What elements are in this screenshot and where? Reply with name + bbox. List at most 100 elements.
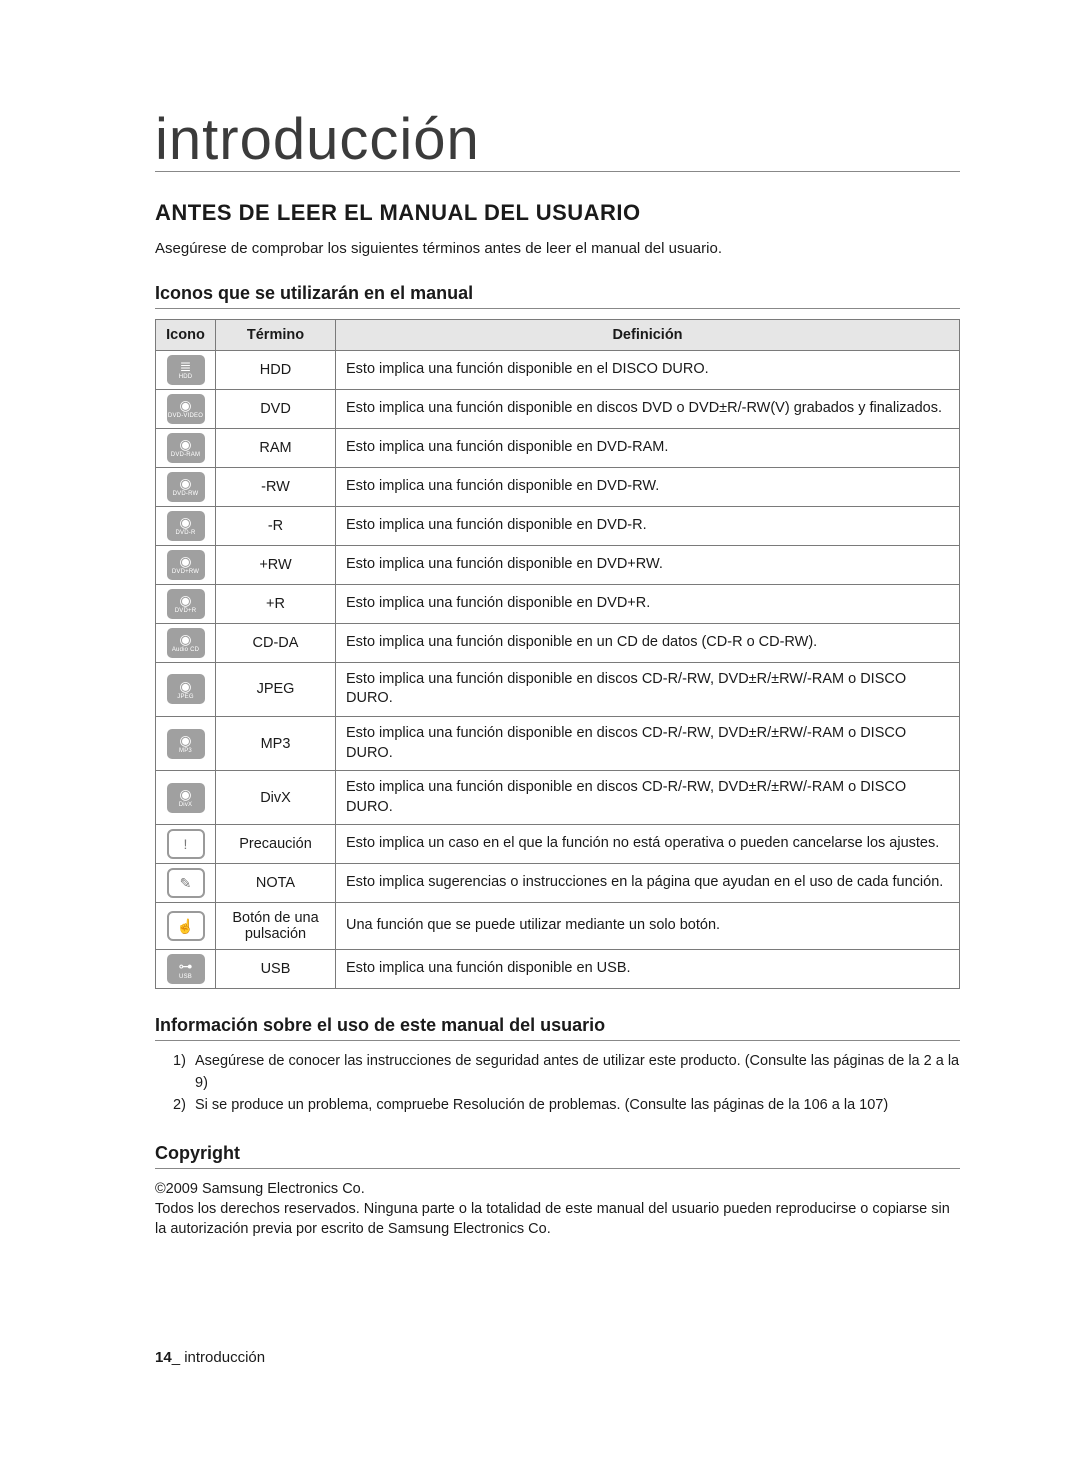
disc-icon: ◉DVD-R bbox=[167, 511, 205, 541]
subtitle-info: Información sobre el uso de este manual … bbox=[155, 1015, 960, 1041]
disc-icon: ◉Audio CD bbox=[167, 628, 205, 658]
table-row: ◉DVD+RW+RWEsto implica una función dispo… bbox=[156, 545, 960, 584]
page-footer: 14_ introducción bbox=[155, 1349, 960, 1366]
icon-label: USB bbox=[179, 974, 192, 980]
cell-definition: Esto implica una función disponible en D… bbox=[336, 467, 960, 506]
table-row: ◉MP3 MP3Esto implica una función disponib… bbox=[156, 717, 960, 771]
icon-glyph: ◉ bbox=[179, 632, 191, 646]
cell-icon: ◉JPEG bbox=[156, 662, 216, 716]
cell-term: USB bbox=[216, 950, 336, 989]
table-row: ◉DVD+R +REsto implica una función disponi… bbox=[156, 584, 960, 623]
list-item-text: Si se produce un problema, compruebe Res… bbox=[195, 1095, 888, 1117]
cell-term: HDD bbox=[216, 350, 336, 389]
list-item-number: 2) bbox=[173, 1095, 195, 1117]
icon-glyph: ◉ bbox=[179, 554, 191, 568]
list-item-number: 1) bbox=[173, 1051, 195, 1095]
table-row: ≣HDDHDDEsto implica una función disponib… bbox=[156, 350, 960, 389]
icon-glyph: ◉ bbox=[179, 593, 191, 607]
table-row: ◉DVD-R -REsto implica una función disponi… bbox=[156, 506, 960, 545]
icon-glyph: ✎ bbox=[180, 876, 192, 890]
cell-term: JPEG bbox=[216, 662, 336, 716]
cell-definition: Esto implica una función disponible en U… bbox=[336, 950, 960, 989]
cell-icon: ◉DVD-VIDEO bbox=[156, 389, 216, 428]
icon-glyph: ☝ bbox=[177, 919, 194, 933]
th-icono: Icono bbox=[156, 319, 216, 350]
table-header-row: Icono Término Definición bbox=[156, 319, 960, 350]
cell-term: DVD bbox=[216, 389, 336, 428]
icon-label: Audio CD bbox=[172, 647, 199, 653]
info-list: 1)Asegúrese de conocer las instrucciones… bbox=[155, 1051, 960, 1116]
cell-definition: Esto implica una función disponible en D… bbox=[336, 584, 960, 623]
cell-definition: Esto implica una función disponible en D… bbox=[336, 545, 960, 584]
disc-icon: ◉DVD-RW bbox=[167, 472, 205, 502]
footer-separator: _ bbox=[172, 1349, 185, 1366]
table-row: ☝Botón de una pulsaciónUna función que s… bbox=[156, 903, 960, 950]
disc-icon: ◉DVD-VIDEO bbox=[167, 394, 205, 424]
disc-icon: ◉DVD+R bbox=[167, 589, 205, 619]
cell-definition: Esto implica una función disponible en D… bbox=[336, 428, 960, 467]
th-termino: Término bbox=[216, 319, 336, 350]
disc-icon: ⊶USB bbox=[167, 954, 205, 984]
icon-label: HDD bbox=[179, 374, 193, 380]
cell-icon: ⊶USB bbox=[156, 950, 216, 989]
disc-icon: ◉JPEG bbox=[167, 674, 205, 704]
cell-definition: Esto implica una función disponible en e… bbox=[336, 350, 960, 389]
cell-definition: Esto implica una función disponible en d… bbox=[336, 771, 960, 825]
cell-definition: Esto implica una función disponible en d… bbox=[336, 717, 960, 771]
cell-term: -R bbox=[216, 506, 336, 545]
icon-glyph: ◉ bbox=[179, 679, 191, 693]
cell-icon: ◉DivX bbox=[156, 771, 216, 825]
icon-glyph: ◉ bbox=[179, 733, 191, 747]
icon-label: DVD-RAM bbox=[171, 452, 200, 458]
table-row: !PrecauciónEsto implica un caso en el qu… bbox=[156, 825, 960, 864]
cell-definition: Una función que se puede utilizar median… bbox=[336, 903, 960, 950]
table-row: ◉DVD-RAMRAMEsto implica una función disp… bbox=[156, 428, 960, 467]
copyright-line2: Todos los derechos reservados. Ninguna p… bbox=[155, 1199, 960, 1240]
table-row: ◉DVD-VIDEO DVDEsto implica una función di… bbox=[156, 389, 960, 428]
icon-label: DVD+RW bbox=[172, 569, 199, 575]
cell-term: -RW bbox=[216, 467, 336, 506]
cell-icon: ◉DVD-R bbox=[156, 506, 216, 545]
th-definicion: Definición bbox=[336, 319, 960, 350]
cell-definition: Esto implica una función disponible en d… bbox=[336, 389, 960, 428]
intro-text: Asegúrese de comprobar los siguientes té… bbox=[155, 240, 960, 257]
cell-icon: ◉DVD-RW bbox=[156, 467, 216, 506]
cell-icon: ≣HDD bbox=[156, 350, 216, 389]
icon-glyph: ◉ bbox=[179, 787, 191, 801]
disc-icon: ◉MP3 bbox=[167, 729, 205, 759]
icon-label: DVD+R bbox=[175, 608, 197, 614]
icon-label: DVD-R bbox=[176, 530, 196, 536]
icon-glyph: ≣ bbox=[180, 359, 192, 373]
manual-page: introducción ANTES DE LEER EL MANUAL DEL… bbox=[0, 0, 1080, 1426]
cell-term: +R bbox=[216, 584, 336, 623]
cell-icon: ◉MP3 bbox=[156, 717, 216, 771]
disc-icon: ≣HDD bbox=[167, 355, 205, 385]
cell-icon: ◉DVD-RAM bbox=[156, 428, 216, 467]
section-title: ANTES DE LEER EL MANUAL DEL USUARIO bbox=[155, 200, 960, 226]
cell-term: NOTA bbox=[216, 864, 336, 903]
cell-icon: ◉Audio CD bbox=[156, 623, 216, 662]
cell-term: CD-DA bbox=[216, 623, 336, 662]
icons-table: Icono Término Definición ≣HDDHDDEsto imp… bbox=[155, 319, 960, 989]
table-row: ◉JPEG JPEGEsto implica una función dispon… bbox=[156, 662, 960, 716]
icon-glyph: ◉ bbox=[179, 437, 191, 451]
footer-section: introducción bbox=[184, 1349, 265, 1366]
cell-term: Precaución bbox=[216, 825, 336, 864]
cell-icon: ◉DVD+R bbox=[156, 584, 216, 623]
copyright-line1: ©2009 Samsung Electronics Co. bbox=[155, 1179, 960, 1199]
page-title: introducción bbox=[155, 110, 960, 172]
cell-definition: Esto implica una función disponible en D… bbox=[336, 506, 960, 545]
cell-term: MP3 bbox=[216, 717, 336, 771]
cell-definition: Esto implica una función disponible en d… bbox=[336, 662, 960, 716]
cell-icon: ☝ bbox=[156, 903, 216, 950]
icon-label: DVD-VIDEO bbox=[168, 413, 203, 419]
cell-definition: Esto implica una función disponible en u… bbox=[336, 623, 960, 662]
subtitle-icons: Iconos que se utilizarán en el manual bbox=[155, 283, 960, 309]
list-item-text: Asegúrese de conocer las instrucciones d… bbox=[195, 1051, 960, 1095]
icon-glyph: ⊶ bbox=[179, 959, 193, 973]
cell-term: RAM bbox=[216, 428, 336, 467]
icon-glyph: ◉ bbox=[179, 476, 191, 490]
cell-icon: ◉DVD+RW bbox=[156, 545, 216, 584]
page-number: 14 bbox=[155, 1349, 172, 1366]
icon-glyph: ! bbox=[184, 837, 188, 851]
